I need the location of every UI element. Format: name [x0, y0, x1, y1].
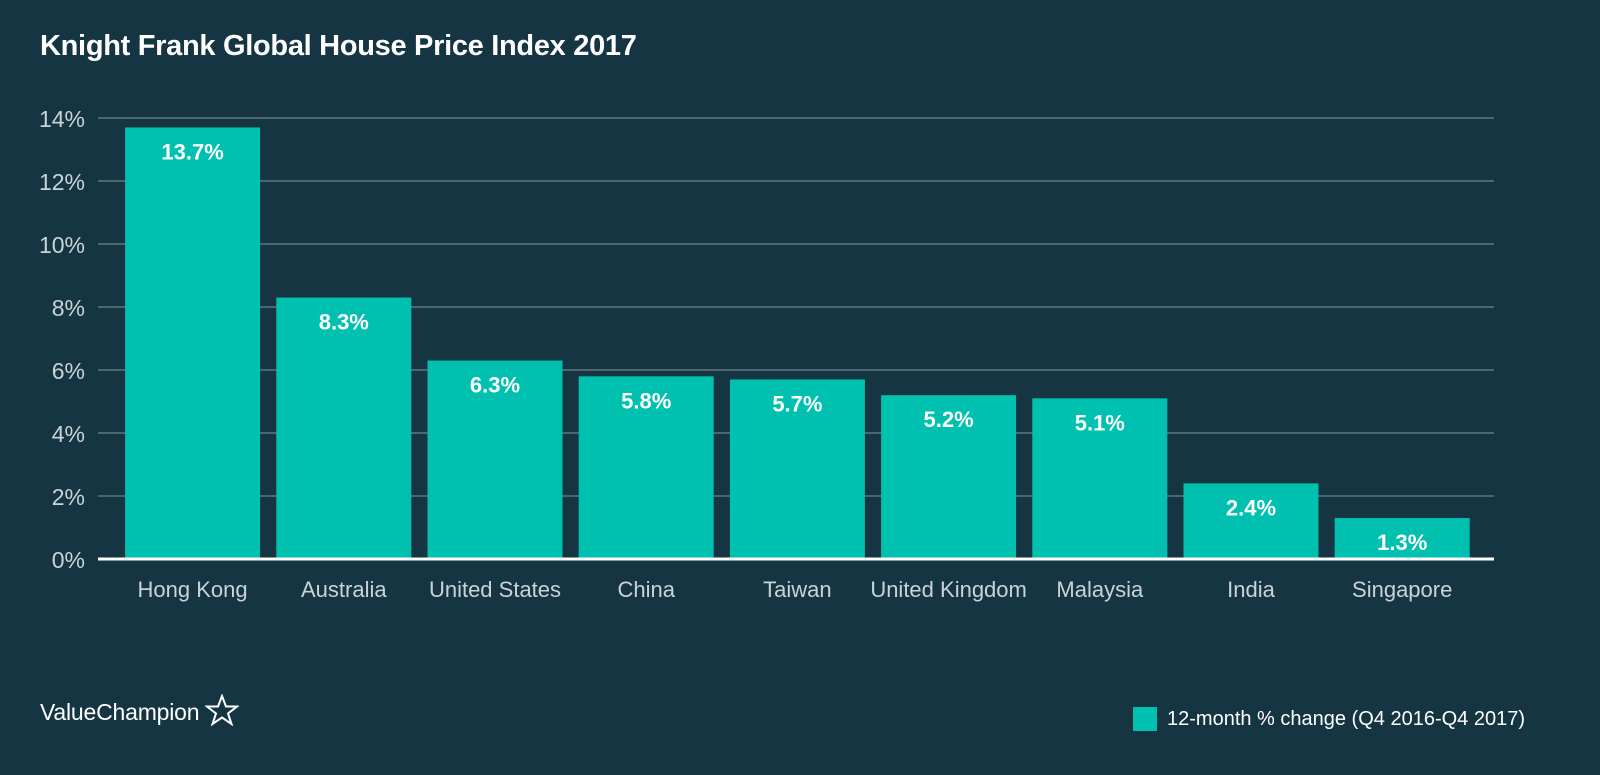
data-label: 5.1%: [1075, 410, 1125, 435]
data-label: 6.3%: [470, 373, 520, 398]
legend-swatch: [1133, 707, 1157, 731]
data-label: 8.3%: [319, 310, 369, 335]
data-labels: 13.7% 8.3% 6.3% 5.8% 5.7% 5.2% 5.1% 2.4% 1.3%: [161, 139, 1427, 555]
x-tick-label: Malaysia: [1056, 577, 1144, 602]
x-axis-ticks: Hong Kong Australia United States China Taiw…: [138, 577, 1453, 602]
y-axis-ticks: 0% 2% 4% 6% 8% 10% 12% 14%: [39, 106, 85, 573]
bar: [427, 360, 563, 559]
star-outline-icon: [204, 692, 241, 731]
x-tick-label: China: [617, 577, 675, 602]
x-tick-label: Australia: [301, 577, 387, 602]
x-tick-label: India: [1227, 577, 1275, 602]
x-tick-label: United Kingdom: [870, 577, 1027, 602]
y-tick-label: 0%: [52, 547, 85, 573]
data-label: 5.8%: [621, 388, 671, 413]
y-tick-label: 6%: [52, 358, 85, 384]
bars: [125, 127, 1470, 559]
bar: [881, 395, 1017, 559]
y-tick-label: 12%: [39, 169, 85, 195]
legend-label: 12-month % change (Q4 2016-Q4 2017): [1167, 707, 1525, 730]
bar: [1334, 518, 1470, 559]
x-tick-label: Taiwan: [763, 577, 831, 602]
y-tick-label: 4%: [52, 421, 85, 447]
x-tick-label: Hong Kong: [138, 577, 248, 602]
data-label: 2.4%: [1226, 495, 1276, 520]
brand-logo: ValueChampion: [40, 692, 241, 727]
chart-title: Knight Frank Global House Price Index 20…: [40, 30, 637, 62]
x-tick-label: United States: [429, 577, 561, 602]
brand-name: ValueChampion: [40, 698, 200, 725]
chart-legend: 12-month % change (Q4 2016-Q4 2017): [1133, 707, 1525, 731]
x-tick-label: Singapore: [1352, 577, 1452, 602]
y-tick-label: 8%: [52, 295, 85, 321]
bar: [276, 297, 412, 559]
y-tick-label: 10%: [39, 232, 85, 258]
bar: [1183, 483, 1319, 559]
data-label: 5.2%: [924, 407, 974, 432]
bar: [578, 376, 714, 559]
bar: [729, 379, 865, 559]
y-tick-label: 14%: [39, 106, 85, 132]
y-tick-label: 2%: [52, 484, 85, 510]
data-label: 1.3%: [1377, 530, 1427, 555]
data-label: 5.7%: [772, 391, 822, 416]
bar: [1032, 398, 1168, 559]
bar: [125, 127, 261, 559]
data-label: 13.7%: [161, 139, 223, 164]
